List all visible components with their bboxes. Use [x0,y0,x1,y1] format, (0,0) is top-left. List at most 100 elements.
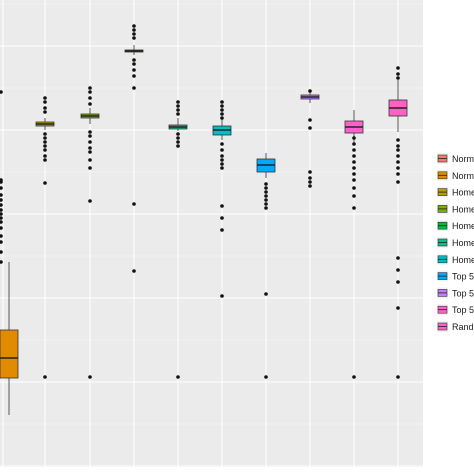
outlier-point [88,140,92,144]
outlier-point [264,202,268,206]
outlier-point [132,202,136,206]
legend-label: Rand [452,322,474,332]
outlier-point [396,268,400,272]
outlier-point [132,68,136,72]
grid-lines [0,0,423,467]
outlier-point [88,146,92,150]
outlier-point [352,148,356,152]
outlier-point [0,203,3,207]
outlier-point [396,138,400,142]
outlier-point [176,375,180,379]
outlier-point [43,140,47,144]
legend-label: Norm [452,154,474,164]
outlier-point [132,32,136,36]
outlier-point [220,162,224,166]
outlier-point [352,166,356,170]
plot-panel [0,0,423,467]
outlier-point [396,76,400,80]
outlier-point [43,148,47,152]
outlier-point [132,269,136,273]
outlier-point [352,178,356,182]
outlier-point [220,116,224,120]
outlier-point [132,74,136,78]
outlier-point [132,86,136,90]
box-9 [344,110,364,379]
outlier-point [88,166,92,170]
outlier-point [220,108,224,112]
outlier-point [176,108,180,112]
outlier-point [0,212,3,216]
legend-item: Top 5 [437,287,474,299]
outlier-point [176,104,180,108]
outlier-point [396,172,400,176]
outlier-point [396,256,400,260]
box-0-outliers [0,90,3,264]
outlier-point [88,86,92,90]
outlier-point [132,62,136,66]
legend-label: Home [452,238,474,248]
outlier-point [396,154,400,158]
outlier-point [264,190,268,194]
outlier-point [176,112,180,116]
outlier-point [308,89,312,93]
outlier-point [352,172,356,176]
outlier-point [220,216,224,220]
outlier-point [88,90,92,94]
outlier-point [396,144,400,148]
outlier-point [220,204,224,208]
outlier-point [220,294,224,298]
outlier-point [0,180,3,184]
outlier-point [220,104,224,108]
outlier-point [43,96,47,100]
outlier-point [0,226,3,230]
outlier-point [132,58,136,62]
outlier-point [88,158,92,162]
outlier-point [132,36,136,40]
outlier-point [264,198,268,202]
outlier-point [264,375,268,379]
legend-item: Norm [437,169,474,181]
outlier-point [220,154,224,158]
outlier-point [396,166,400,170]
outlier-point [264,182,268,186]
outlier-point [308,118,312,122]
outlier-point [43,144,47,148]
outlier-point [132,24,136,28]
outlier-point [396,66,400,70]
outlier-point [264,186,268,190]
legend-label: Top 5 [452,305,474,315]
legend-item: Home [437,237,474,248]
box-3 [80,86,100,379]
outlier-point [88,102,92,106]
legend-item: Home [437,186,474,198]
outlier-point [0,240,3,244]
legend-label: Top 5 [452,288,474,298]
legend-item: Home [437,220,474,232]
outlier-point [352,375,356,379]
outlier-point [0,216,3,220]
outlier-point [308,126,312,130]
outlier-point [88,130,92,134]
legend-label: Home [452,188,474,198]
outlier-point [308,184,312,188]
outlier-point [176,140,180,144]
outlier-point [352,142,356,146]
box-7 [256,153,276,379]
outlier-point [43,132,47,136]
outlier-point [176,144,180,148]
outlier-point [43,375,47,379]
outlier-point [0,260,3,264]
box-series [0,24,408,415]
outlier-point [0,208,3,212]
box-6 [212,100,232,298]
outlier-point [88,150,92,154]
outlier-point [43,181,47,185]
outlier-point [43,110,47,114]
outlier-point [43,158,47,162]
outlier-point [264,292,268,296]
box-2 [35,96,55,379]
outlier-point [352,160,356,164]
outlier-point [220,166,224,170]
outlier-point [0,198,3,202]
box-5 [168,100,188,379]
